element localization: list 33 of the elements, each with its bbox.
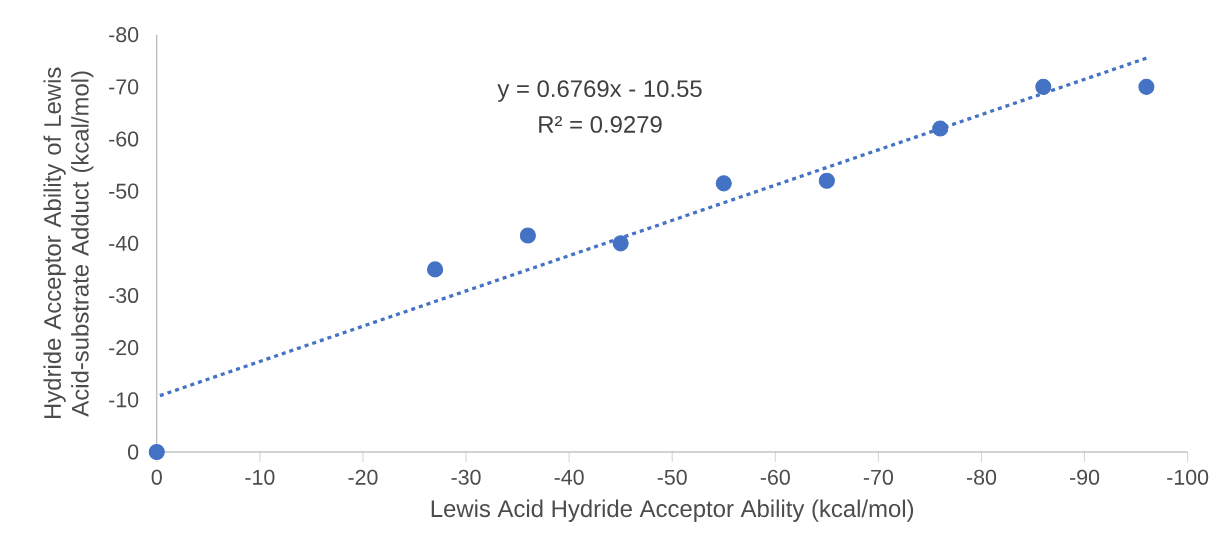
point — [932, 120, 949, 137]
y-tick-label: -40 — [109, 235, 139, 251]
y-tick-label: -80 — [109, 27, 139, 43]
annotation: R² = 0.9279 — [539, 115, 662, 133]
x-tick-label: -10 — [245, 469, 275, 485]
point — [715, 175, 732, 192]
y-tick-label: -50 — [109, 183, 139, 199]
y-tick-label: 0 — [128, 444, 139, 460]
point — [1035, 78, 1052, 95]
x-tick-label: -90 — [1070, 469, 1100, 485]
y-tick-label: -70 — [109, 79, 139, 95]
point — [519, 227, 536, 244]
x-tick-label: -60 — [760, 469, 790, 485]
y-tick-label: -30 — [109, 287, 139, 304]
point — [148, 443, 165, 461]
x-tick-label: -80 — [966, 469, 997, 485]
point — [612, 235, 629, 252]
y-tick-label: -20 — [109, 340, 139, 356]
x-axis-title: Lewis Acid Hydride Acceptor Ability (kcal/mol) — [431, 499, 914, 522]
y-tick-label: -10 — [109, 392, 139, 408]
point — [818, 172, 835, 189]
x-tick-label: -100 — [1167, 469, 1209, 485]
x-tick-label: -20 — [348, 469, 378, 485]
y-tick-label: -60 — [109, 131, 139, 147]
point — [427, 261, 444, 278]
x-tick-label: -30 — [451, 469, 481, 485]
x-tick-label: 0 — [151, 469, 162, 485]
annotation: y = 0.6769x - 10.55 — [497, 80, 702, 102]
x-tick-label: -70 — [863, 469, 893, 485]
x-tick-label: -50 — [657, 469, 687, 485]
x-tick-label: -40 — [554, 469, 584, 485]
point — [1138, 78, 1155, 95]
y-axis-title: Hydride Acceptor Ability of Lewis Acid-substrate Adduct (kcal/mol) — [43, 67, 94, 419]
